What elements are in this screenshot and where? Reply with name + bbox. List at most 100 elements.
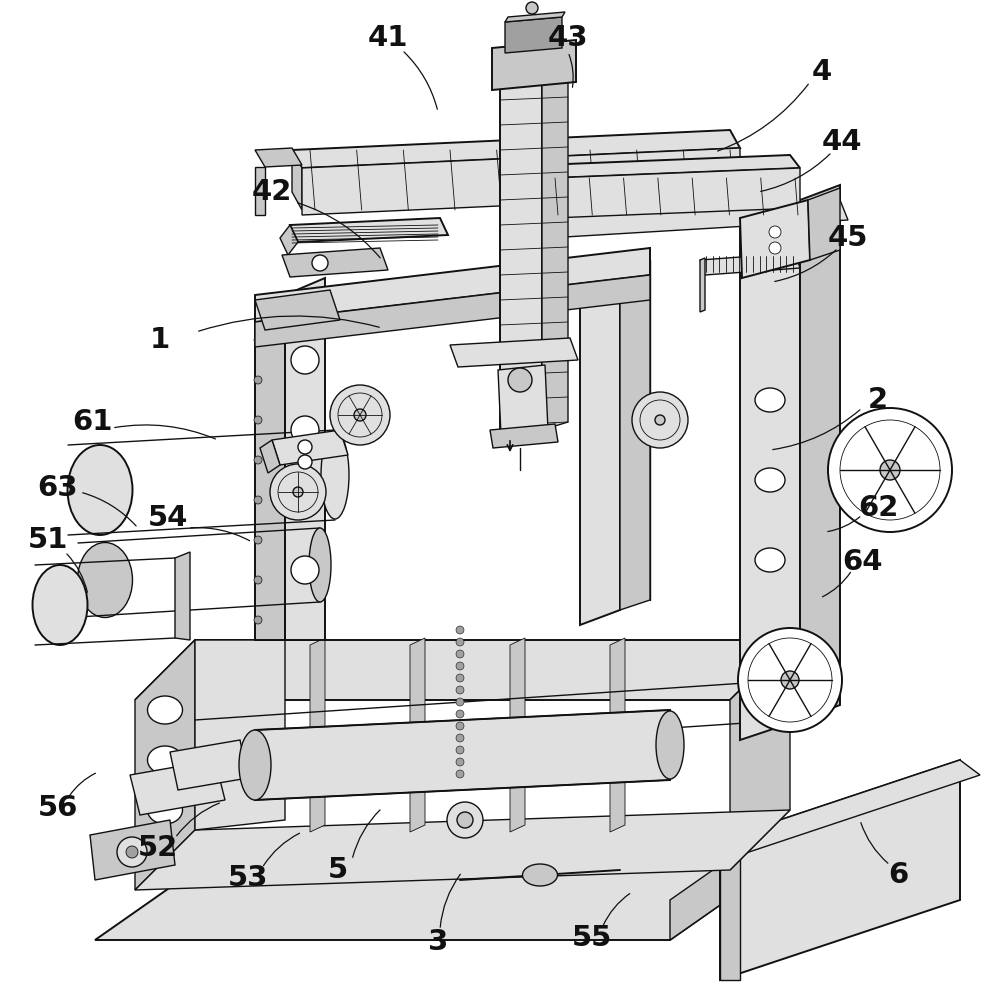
Circle shape <box>254 376 262 384</box>
Circle shape <box>880 460 900 480</box>
Circle shape <box>291 346 319 374</box>
Circle shape <box>456 650 464 658</box>
Text: 44: 44 <box>822 128 862 156</box>
Polygon shape <box>450 338 578 367</box>
Polygon shape <box>700 253 800 275</box>
Circle shape <box>312 255 328 271</box>
Polygon shape <box>808 188 840 260</box>
Circle shape <box>254 576 262 584</box>
Polygon shape <box>552 168 800 218</box>
Circle shape <box>456 722 464 730</box>
Polygon shape <box>542 72 568 430</box>
Polygon shape <box>255 295 285 640</box>
Polygon shape <box>282 248 388 277</box>
Circle shape <box>456 662 464 670</box>
Text: 4: 4 <box>812 58 832 86</box>
Polygon shape <box>310 638 325 832</box>
Text: 42: 42 <box>252 178 292 206</box>
Polygon shape <box>255 248 650 322</box>
Text: 64: 64 <box>842 548 882 576</box>
Circle shape <box>117 837 147 867</box>
Circle shape <box>291 556 319 584</box>
Circle shape <box>457 812 473 828</box>
Text: 61: 61 <box>72 408 112 436</box>
Circle shape <box>456 626 464 634</box>
Polygon shape <box>195 640 285 830</box>
Polygon shape <box>510 638 525 832</box>
Polygon shape <box>620 248 650 610</box>
Circle shape <box>456 710 464 718</box>
Ellipse shape <box>321 431 349 519</box>
Circle shape <box>447 802 483 838</box>
Polygon shape <box>580 260 620 625</box>
Polygon shape <box>542 155 800 178</box>
Ellipse shape <box>522 864 558 886</box>
Circle shape <box>456 758 464 766</box>
Circle shape <box>254 496 262 504</box>
Polygon shape <box>130 760 225 815</box>
Ellipse shape <box>68 445 133 535</box>
Circle shape <box>456 686 464 694</box>
Ellipse shape <box>755 468 785 492</box>
Circle shape <box>291 486 319 514</box>
Polygon shape <box>700 258 705 312</box>
Ellipse shape <box>656 711 684 779</box>
Circle shape <box>291 416 319 444</box>
Circle shape <box>126 846 138 858</box>
Polygon shape <box>498 365 548 435</box>
Polygon shape <box>292 150 302 210</box>
Polygon shape <box>135 640 195 890</box>
Ellipse shape <box>148 796 183 824</box>
Polygon shape <box>610 638 625 832</box>
Circle shape <box>456 770 464 778</box>
Circle shape <box>456 746 464 754</box>
Ellipse shape <box>755 548 785 572</box>
Text: 63: 63 <box>38 474 78 502</box>
Polygon shape <box>500 80 542 435</box>
Polygon shape <box>255 148 302 167</box>
Polygon shape <box>740 200 810 278</box>
Polygon shape <box>255 290 340 330</box>
Text: 53: 53 <box>228 864 268 892</box>
Circle shape <box>738 628 842 732</box>
Text: 62: 62 <box>858 494 898 522</box>
Circle shape <box>254 416 262 424</box>
Circle shape <box>456 674 464 682</box>
Polygon shape <box>175 552 190 640</box>
Polygon shape <box>135 810 790 890</box>
Polygon shape <box>730 640 790 870</box>
Text: 3: 3 <box>428 928 448 956</box>
Polygon shape <box>720 760 960 980</box>
Polygon shape <box>95 870 770 940</box>
Polygon shape <box>272 430 348 465</box>
Text: 5: 5 <box>328 856 348 884</box>
Text: 2: 2 <box>868 386 888 414</box>
Circle shape <box>330 385 390 445</box>
Polygon shape <box>260 440 280 473</box>
Text: 43: 43 <box>548 24 588 52</box>
Text: 41: 41 <box>368 24 408 52</box>
Circle shape <box>655 415 665 425</box>
Circle shape <box>456 638 464 646</box>
Circle shape <box>781 671 799 689</box>
Circle shape <box>254 336 262 344</box>
Text: 56: 56 <box>38 794 78 822</box>
Text: 45: 45 <box>828 224 868 252</box>
Circle shape <box>254 616 262 624</box>
Text: 52: 52 <box>138 834 178 862</box>
Ellipse shape <box>33 565 88 645</box>
Circle shape <box>254 536 262 544</box>
Circle shape <box>526 2 538 14</box>
Polygon shape <box>170 740 248 790</box>
Circle shape <box>293 487 303 497</box>
Polygon shape <box>292 130 740 168</box>
Text: 51: 51 <box>28 526 68 554</box>
Polygon shape <box>542 165 552 215</box>
Circle shape <box>298 455 312 469</box>
Polygon shape <box>255 167 265 215</box>
Circle shape <box>456 734 464 742</box>
Ellipse shape <box>755 388 785 412</box>
Polygon shape <box>740 200 800 740</box>
Text: 6: 6 <box>888 861 908 889</box>
Polygon shape <box>720 840 740 980</box>
